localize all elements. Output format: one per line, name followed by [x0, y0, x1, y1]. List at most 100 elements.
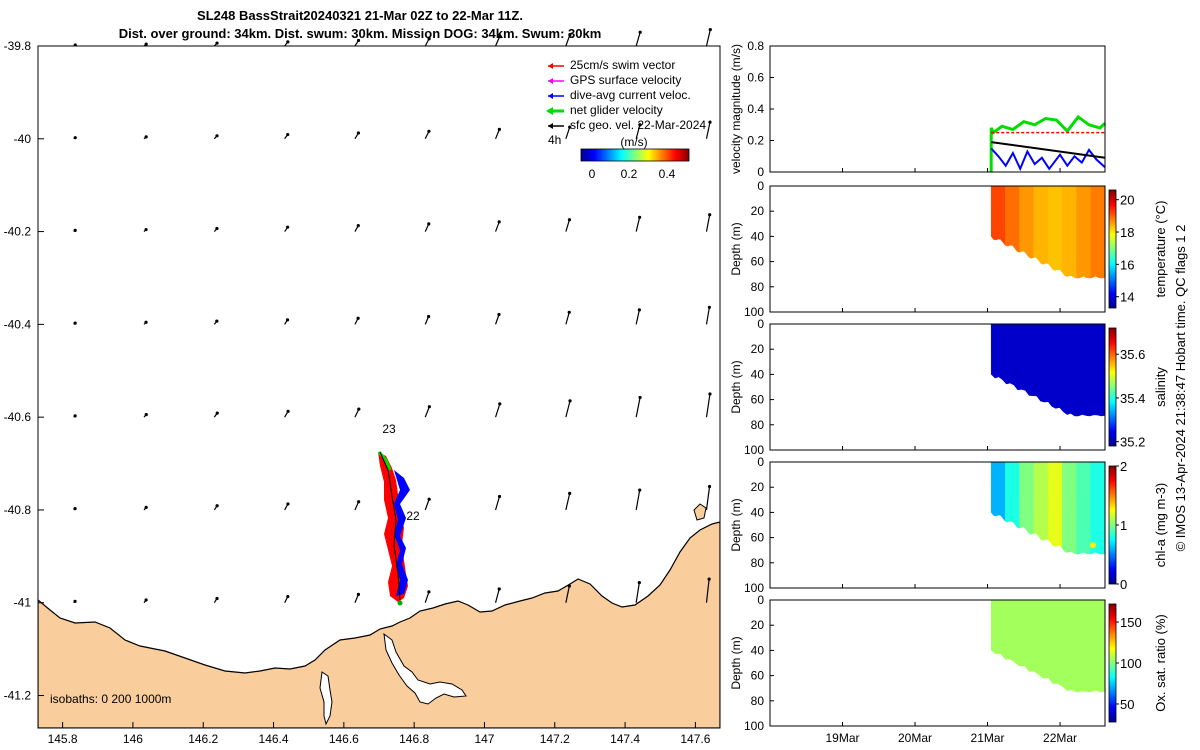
current-vector-head [497, 494, 502, 499]
current-vector-head [708, 28, 712, 32]
day-label-22: 22 [406, 509, 420, 523]
panel-ytick-label: 0 [757, 179, 764, 193]
current-vector-head [427, 129, 431, 133]
panel-frame [769, 185, 1106, 313]
panel-2: 0 20 40 60 80 100 35.2 35.4 35.6 salinity Depth (m… [729, 317, 1168, 457]
chl-highlight-dot [1090, 542, 1096, 549]
time-tick-label: 19Mar [826, 731, 860, 745]
current-vector [565, 585, 570, 603]
lon-tick-label: 147.6 [680, 732, 710, 746]
current-vector [635, 397, 641, 418]
land-tasmania [38, 521, 720, 728]
lon-tick-label: 146.4 [259, 732, 289, 746]
current-vector-head [357, 407, 361, 411]
glider-current-blue [394, 470, 410, 596]
section-column-1 [1076, 185, 1092, 279]
panel-ylabel: Depth (m) [729, 636, 743, 689]
panel-3: 0 20 40 60 80 100 0 1 2 chl-a (mg m-3) Depth (m) [729, 455, 1168, 595]
panel-ytick-label: 60 [751, 669, 765, 683]
current-vector [494, 221, 500, 232]
panel-frame [769, 323, 1106, 451]
current-vector-head [637, 308, 641, 312]
cb-tick-label: 20 [1120, 193, 1134, 208]
current-vector-head [427, 222, 431, 226]
current-vector-head [497, 587, 501, 591]
lon-tick-label: 147.4 [610, 732, 640, 746]
panel-ytick-label: 60 [751, 531, 765, 545]
legend-item-sfc: sfc geo. vel. 22-Mar-2024 [548, 118, 706, 132]
current-vector-head [73, 414, 77, 418]
panel-ytick-label: 0.6 [747, 71, 764, 85]
current-vector [424, 406, 430, 418]
current-vector-head [638, 30, 642, 34]
current-vector-head [286, 502, 290, 506]
current-vector-head [497, 220, 501, 224]
panel-bg [770, 46, 1105, 172]
section-column-4 [1047, 599, 1077, 693]
section-column-4 [1076, 599, 1106, 693]
legend-label-net: net glider velocity [570, 103, 663, 117]
current-vector [705, 307, 710, 325]
panel-frame [769, 45, 1106, 173]
current-vector [494, 403, 501, 418]
current-vector-head [567, 218, 572, 222]
lat-tick-label: -40.6 [4, 410, 32, 424]
section-column-2 [1013, 323, 1037, 397]
current-vector-head [427, 497, 431, 501]
cb-tick-label: 18 [1120, 225, 1134, 240]
current-vector-head [215, 319, 219, 323]
panel-ytick-label: 0 [757, 455, 764, 469]
cb-tick-label: 35.6 [1120, 347, 1145, 362]
surface-current-vectors [73, 28, 712, 604]
cb-tick-label: 0 [1120, 577, 1127, 592]
current-vector-head [286, 409, 290, 413]
land-river-west [319, 671, 333, 726]
current-vector [565, 312, 570, 325]
cb-tick-label: 35.4 [1120, 391, 1145, 406]
current-vector-head [144, 505, 148, 509]
current-vector-head [285, 318, 290, 322]
section-column-1 [990, 185, 1006, 247]
legend-item-swim: 25cm/s swim vector [548, 58, 675, 72]
time-tick-label: 22Mar [1043, 731, 1077, 745]
cb-label: Ox. sat. ratio (%) [1153, 614, 1168, 712]
panel-ylabel: Depth (m) [729, 498, 743, 551]
time-tick-label: 20Mar [898, 731, 932, 745]
current-vector-head [568, 491, 572, 495]
current-vector [565, 493, 571, 511]
panel-colorbar [1108, 189, 1117, 309]
current-vector [635, 32, 641, 47]
current-vector [705, 579, 710, 603]
section-column-1 [1005, 185, 1020, 253]
current-vector-head [73, 321, 77, 325]
current-vector [705, 29, 711, 47]
current-vector-head [144, 320, 148, 324]
legend-label-gps: GPS surface velocity [570, 73, 681, 87]
map-colorbar [580, 148, 690, 162]
current-vector [494, 496, 501, 511]
current-vector-head [215, 41, 219, 45]
panel-colorbar [1108, 465, 1117, 585]
lon-tick-label: 145.8 [48, 732, 78, 746]
cb-tick-label: 50 [1120, 697, 1134, 712]
current-vector [495, 36, 501, 47]
panel-ytick-label: 20 [751, 618, 765, 632]
current-vector-head [356, 316, 360, 320]
velocity-series-3 [991, 141, 1106, 159]
current-vector-head [568, 33, 572, 37]
current-vector-head [568, 125, 572, 129]
section-column-3 [1090, 461, 1106, 555]
section-column-2 [990, 323, 1015, 386]
panel-ylabel: velocity magnitude (m/s) [729, 44, 743, 174]
current-vector-head [638, 488, 642, 492]
copyright-text: © IMOS 13-Apr-2024 21:38:47 Hobart time.… [1173, 225, 1188, 552]
current-vector-head [568, 399, 572, 403]
current-vector [705, 214, 711, 232]
panel-ytick-label: 60 [751, 255, 765, 269]
section-column-1 [1047, 185, 1063, 274]
current-vector [424, 499, 430, 511]
current-vector-head [497, 312, 501, 317]
panel-ytick-label: 0.4 [747, 102, 764, 116]
current-vector-head [286, 594, 290, 599]
panel-ytick-label: 40 [751, 643, 765, 657]
